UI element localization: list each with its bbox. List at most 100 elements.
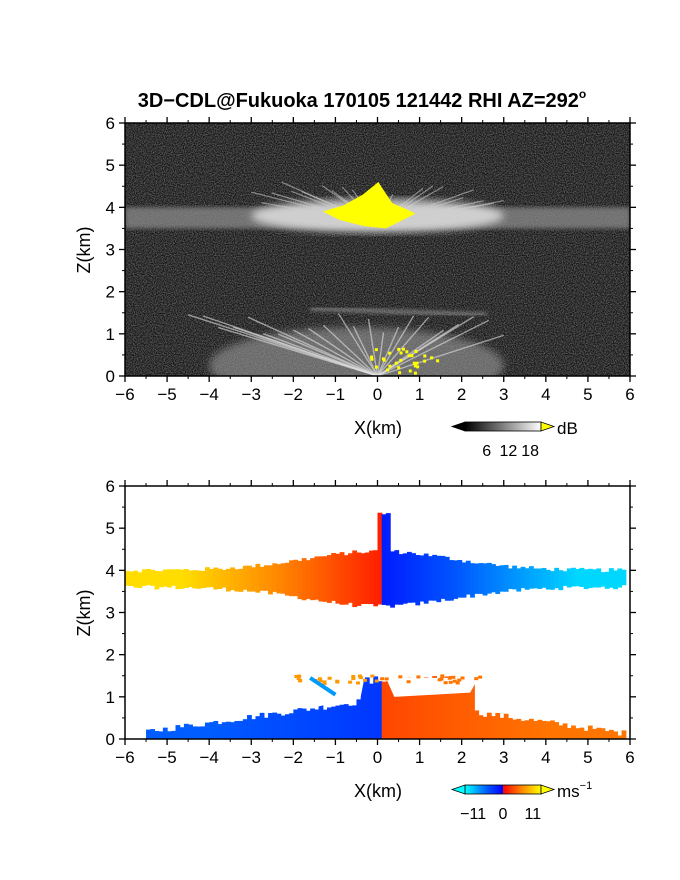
reflectivity-ground-streak xyxy=(376,332,385,376)
reflectivity-ground-streak xyxy=(376,315,415,376)
velocity-ground-column xyxy=(259,712,265,739)
velocity-ground-column xyxy=(221,722,227,739)
reflectivity-xlabel: X(km) xyxy=(354,418,402,438)
velocity-ground-column xyxy=(289,713,294,739)
reflectivity-saturated-speck xyxy=(401,347,405,351)
velocity-ground-column xyxy=(617,735,623,739)
reflectivity-saturated-speck xyxy=(405,350,409,354)
velocity-ground-column xyxy=(373,676,379,739)
velocity-ground-column xyxy=(444,676,450,739)
velocity-ground-column xyxy=(183,723,189,739)
velocity-ground-column xyxy=(213,720,219,739)
velocity-layer-column xyxy=(406,551,412,603)
reflectivity-xtick-label: −3 xyxy=(242,385,261,404)
velocity-layer-column xyxy=(331,552,337,601)
velocity-speck xyxy=(448,680,453,684)
velocity-xtick-label: 3 xyxy=(499,748,508,767)
velocity-ground-column xyxy=(364,677,370,739)
velocity-ground-column xyxy=(377,681,383,739)
reflectivity-saturated-speck xyxy=(412,361,416,365)
velocity-layer-column xyxy=(289,560,294,597)
reflectivity-saturated-speck xyxy=(413,371,417,375)
velocity-speck xyxy=(440,674,445,678)
velocity-ground-column xyxy=(322,709,328,739)
velocity-ground-column xyxy=(314,709,320,739)
velocity-speck xyxy=(363,678,368,682)
velocity-ground-column xyxy=(263,717,269,739)
velocity-layer-column xyxy=(596,568,602,588)
velocity-layer-column xyxy=(537,568,543,589)
velocity-xtick-label: −2 xyxy=(284,748,303,767)
velocity-layer-column xyxy=(373,550,379,607)
velocity-layer-column xyxy=(339,552,345,605)
reflectivity-colorbar-bar xyxy=(464,421,542,432)
velocity-layer-column xyxy=(461,562,467,598)
velocity-layer-column xyxy=(183,569,189,589)
velocity-ground-column xyxy=(209,722,214,739)
reflectivity-saturated-region xyxy=(322,182,416,229)
velocity-ground-column xyxy=(486,712,492,739)
velocity-ground-column xyxy=(150,729,156,739)
velocity-ground-column xyxy=(520,720,526,739)
reflectivity-colorbar: dB 6 12 18 xyxy=(450,419,578,460)
velocity-layer-column xyxy=(242,565,248,590)
velocity-ground-column xyxy=(562,723,568,739)
velocity-layer-column xyxy=(495,565,501,594)
velocity-layer-column xyxy=(432,554,438,601)
velocity-layer-column xyxy=(436,555,442,603)
velocity-speck xyxy=(447,676,452,680)
reflectivity-xtick-label: 0 xyxy=(373,385,382,404)
reflectivity-xtick-label: −6 xyxy=(115,385,134,404)
velocity-ground-column xyxy=(162,727,168,739)
reflectivity-colorbar-under-arrow xyxy=(450,421,466,432)
velocity-layer-column xyxy=(209,568,214,588)
velocity-speck xyxy=(298,679,303,683)
velocity-layer-column xyxy=(284,562,290,596)
velocity-ground-column xyxy=(167,731,172,739)
velocity-layer-column xyxy=(587,568,593,589)
chart-title: 3D−CDL@Fukuoka 170105 121442 RHI AZ=292o xyxy=(138,87,587,112)
velocity-layer-column xyxy=(327,555,332,603)
velocity-ground-column xyxy=(146,729,151,739)
velocity-layer-column xyxy=(554,567,560,589)
velocity-layer-column xyxy=(558,570,564,591)
reflectivity-saturated-speck xyxy=(413,364,417,368)
velocity-speck xyxy=(335,679,340,683)
reflectivity-saturated-speck xyxy=(381,357,385,361)
velocity-speck xyxy=(358,676,363,680)
reflectivity-saturated-speck xyxy=(397,347,401,351)
reflectivity-saturated-speck xyxy=(374,348,378,352)
velocity-xlabel: X(km) xyxy=(354,781,402,801)
velocity-layer-column xyxy=(230,567,236,591)
velocity-layer-column xyxy=(369,550,374,604)
velocity-layer-column xyxy=(562,571,568,586)
velocity-layer-column xyxy=(150,569,156,586)
velocity-speck xyxy=(351,674,356,678)
reflectivity-ground-streak xyxy=(376,316,430,376)
reflectivity-saturated-speck xyxy=(415,361,419,365)
velocity-ground-column xyxy=(339,704,345,739)
velocity-xtick-label: 1 xyxy=(415,748,424,767)
reflectivity-xtick-label: 5 xyxy=(583,385,592,404)
reflectivity-colorbar-tick-label: 12 xyxy=(500,443,518,460)
velocity-ground-column xyxy=(533,720,539,739)
velocity-ground-column xyxy=(348,705,353,739)
velocity-xtick-label: 6 xyxy=(625,748,634,767)
velocity-speck xyxy=(358,674,363,678)
reflectivity-xtick-label: 6 xyxy=(625,385,634,404)
velocity-layer-column xyxy=(221,569,227,588)
velocity-xtick-label: 5 xyxy=(583,748,592,767)
velocity-ground-column xyxy=(280,715,286,739)
velocity-layer-column xyxy=(188,570,193,588)
velocity-layer-column xyxy=(348,553,353,603)
velocity-layer-column xyxy=(529,566,534,589)
velocity-ground-column xyxy=(398,679,404,739)
velocity-ground-column xyxy=(524,720,530,739)
velocity-ground-column xyxy=(470,682,475,739)
velocity-ground-column xyxy=(297,708,303,739)
reflectivity-ground-streak xyxy=(232,326,378,376)
reflectivity-saturated-speck xyxy=(386,368,390,372)
velocity-layer-column xyxy=(503,564,509,592)
reflectivity-saturated-speck xyxy=(423,359,427,363)
velocity-layer-column xyxy=(465,560,471,595)
